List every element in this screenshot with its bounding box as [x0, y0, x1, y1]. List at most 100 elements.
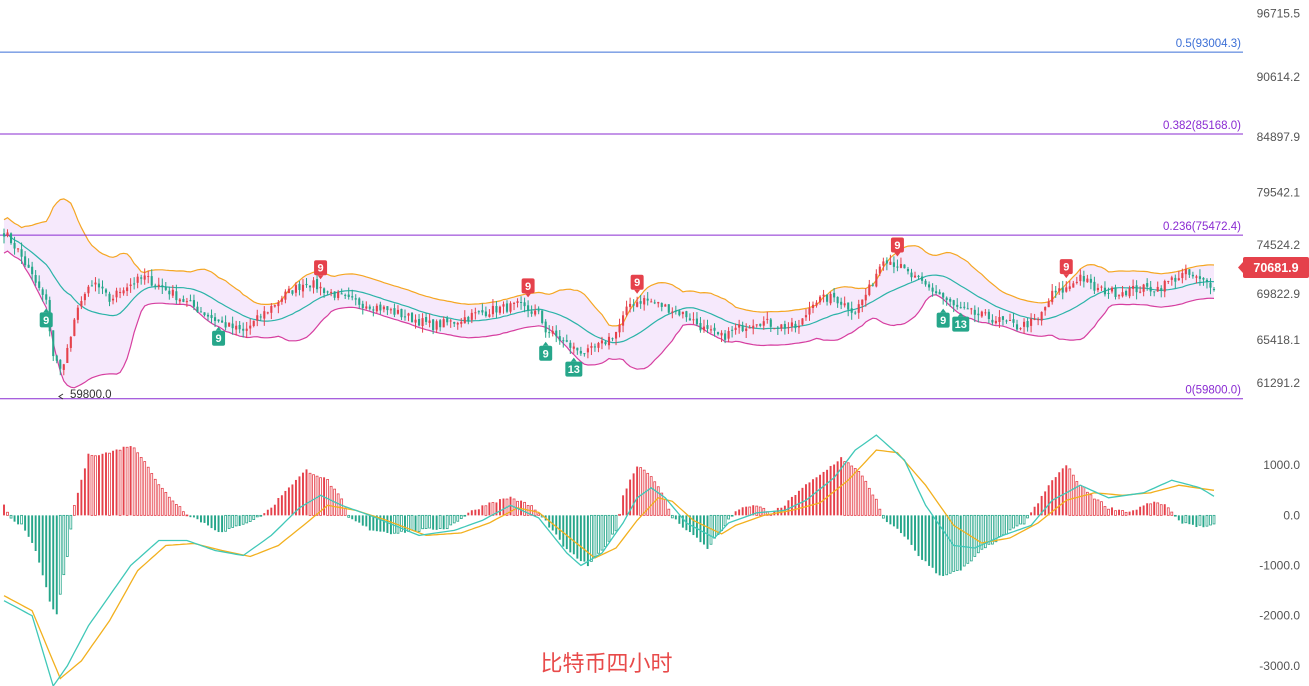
- macd-histogram-bar: [157, 484, 161, 516]
- macd-histogram-bar: [948, 514, 952, 574]
- candle: [790, 317, 793, 332]
- macd-histogram-bar: [245, 514, 249, 524]
- td-sequential-labels: 9 9 9 9 9 13 9 9 9 13 9: [39, 237, 1073, 377]
- candle: [748, 325, 751, 329]
- candle: [358, 297, 361, 309]
- candle: [674, 305, 677, 315]
- candle: [231, 316, 234, 335]
- candle: [467, 315, 470, 325]
- fib-label: 0.236(75472.4): [1163, 221, 1241, 233]
- macd-histogram-bar: [13, 515, 16, 522]
- macd-histogram-bar: [498, 499, 501, 516]
- macd-histogram-bar: [576, 515, 579, 559]
- candle: [27, 258, 30, 269]
- candle: [720, 330, 723, 343]
- candle: [305, 277, 308, 288]
- candle: [966, 302, 969, 310]
- candle: [319, 282, 322, 296]
- macd-histogram-bar: [622, 495, 625, 516]
- macd-histogram-bar: [459, 514, 463, 519]
- macd-histogram-bar: [48, 515, 51, 602]
- macd-histogram-bar: [1124, 511, 1128, 516]
- macd-histogram-bar: [17, 515, 20, 525]
- macd-histogram-bar: [688, 515, 691, 533]
- candle: [249, 318, 252, 335]
- macd-histogram-bar: [351, 515, 354, 520]
- macd-histogram-bar: [871, 494, 875, 516]
- macd-histogram-bar: [1159, 504, 1163, 516]
- candle: [636, 296, 639, 308]
- candle: [903, 264, 906, 269]
- macd-histogram-bar: [1202, 515, 1205, 528]
- candle: [31, 261, 34, 281]
- macd-histogram-bar: [1212, 514, 1216, 525]
- macd-histogram-bar: [980, 514, 984, 550]
- candle: [963, 301, 966, 310]
- candle: [868, 279, 871, 297]
- candle: [945, 296, 948, 306]
- candle: [1100, 285, 1103, 291]
- candle: [956, 298, 959, 310]
- candle: [210, 309, 213, 324]
- macd-histogram-bar: [1044, 491, 1047, 516]
- candle: [273, 304, 276, 308]
- candle: [994, 316, 997, 325]
- candle: [80, 296, 83, 310]
- candle: [256, 309, 259, 327]
- macd-histogram-bar: [1047, 485, 1050, 516]
- candle: [1033, 313, 1036, 321]
- macd-histogram-bar: [991, 514, 994, 545]
- macd-histogram-bar: [1111, 507, 1113, 516]
- macd-histogram-bar: [843, 461, 847, 516]
- candle: [171, 285, 174, 298]
- candle: [692, 312, 695, 325]
- candle: [196, 301, 199, 313]
- candle: [90, 280, 93, 287]
- candle: [745, 323, 748, 338]
- candle: [1198, 269, 1201, 286]
- candle: [660, 302, 663, 312]
- candle: [301, 278, 305, 298]
- candle: [797, 319, 800, 334]
- candle: [122, 287, 125, 296]
- macd-histogram-bar: [160, 487, 164, 516]
- candle: [942, 292, 945, 305]
- candle: [1068, 280, 1071, 292]
- macd-histogram-bar: [748, 506, 752, 516]
- candle: [892, 256, 895, 274]
- macd-histogram-bar: [833, 464, 836, 516]
- candle: [41, 287, 44, 302]
- candle: [794, 320, 797, 333]
- candle: [755, 324, 758, 328]
- macd-dif-line: [3, 434, 1215, 686]
- td-label: 9: [212, 326, 226, 346]
- candle: [607, 332, 611, 350]
- macd-histogram-bar: [1015, 514, 1019, 527]
- candle: [565, 334, 568, 343]
- candle: [847, 302, 850, 317]
- candle: [776, 325, 779, 335]
- candle: [59, 359, 62, 376]
- macd-histogram-bar: [65, 514, 69, 557]
- candle: [583, 353, 586, 357]
- candle: [115, 287, 118, 303]
- macd-histogram-bar: [1089, 494, 1093, 516]
- macd-histogram-bar: [305, 469, 308, 516]
- candle: [815, 300, 818, 308]
- macd-histogram-bar: [428, 514, 431, 529]
- candle: [731, 326, 734, 338]
- macd-histogram-bar: [917, 515, 920, 557]
- candle: [1047, 298, 1050, 308]
- candle: [875, 269, 878, 288]
- macd-histogram-bar: [625, 488, 628, 516]
- candle: [899, 257, 903, 269]
- candle: [1103, 281, 1107, 297]
- macd-histogram-bar: [375, 515, 378, 532]
- candle: [1037, 317, 1040, 326]
- macd-histogram-bar: [629, 479, 632, 516]
- candle: [280, 295, 283, 305]
- macd-histogram-bar: [1054, 477, 1057, 516]
- candle: [24, 251, 27, 268]
- svg-text:9: 9: [1063, 262, 1069, 274]
- candle: [150, 269, 153, 287]
